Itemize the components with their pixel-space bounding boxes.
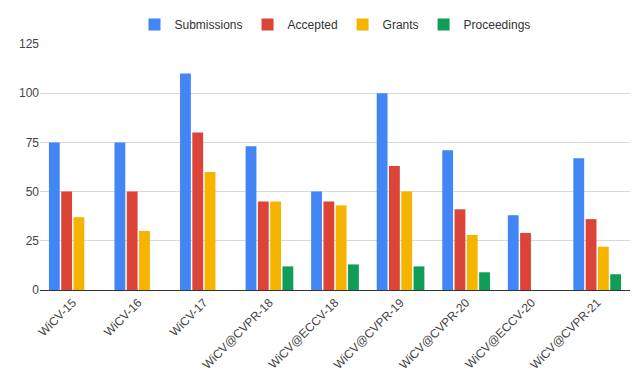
svg-text:WiCV-17: WiCV-17: [167, 296, 211, 340]
svg-text:WiCV@CVPR-21: WiCV@CVPR-21: [528, 296, 604, 372]
svg-text:0: 0: [32, 283, 39, 297]
svg-text:125: 125: [19, 37, 39, 51]
svg-text:Grants: Grants: [383, 18, 419, 32]
svg-text:WiCV-15: WiCV-15: [36, 296, 80, 340]
svg-text:WiCV@ECCV-20: WiCV@ECCV-20: [462, 296, 538, 372]
svg-text:WiCV@ECCV-18: WiCV@ECCV-18: [266, 296, 342, 372]
svg-text:50: 50: [26, 185, 40, 199]
svg-text:Submissions: Submissions: [175, 18, 243, 32]
svg-text:WiCV@CVPR-20: WiCV@CVPR-20: [396, 296, 472, 372]
svg-text:WiCV@CVPR-19: WiCV@CVPR-19: [331, 296, 407, 372]
svg-text:WiCV-16: WiCV-16: [101, 296, 145, 340]
svg-text:75: 75: [26, 136, 40, 150]
svg-text:100: 100: [19, 86, 39, 100]
svg-text:WiCV@CVPR-18: WiCV@CVPR-18: [200, 296, 276, 372]
svg-text:25: 25: [26, 234, 40, 248]
svg-text:Proceedings: Proceedings: [464, 18, 531, 32]
svg-text:Accepted: Accepted: [288, 18, 338, 32]
